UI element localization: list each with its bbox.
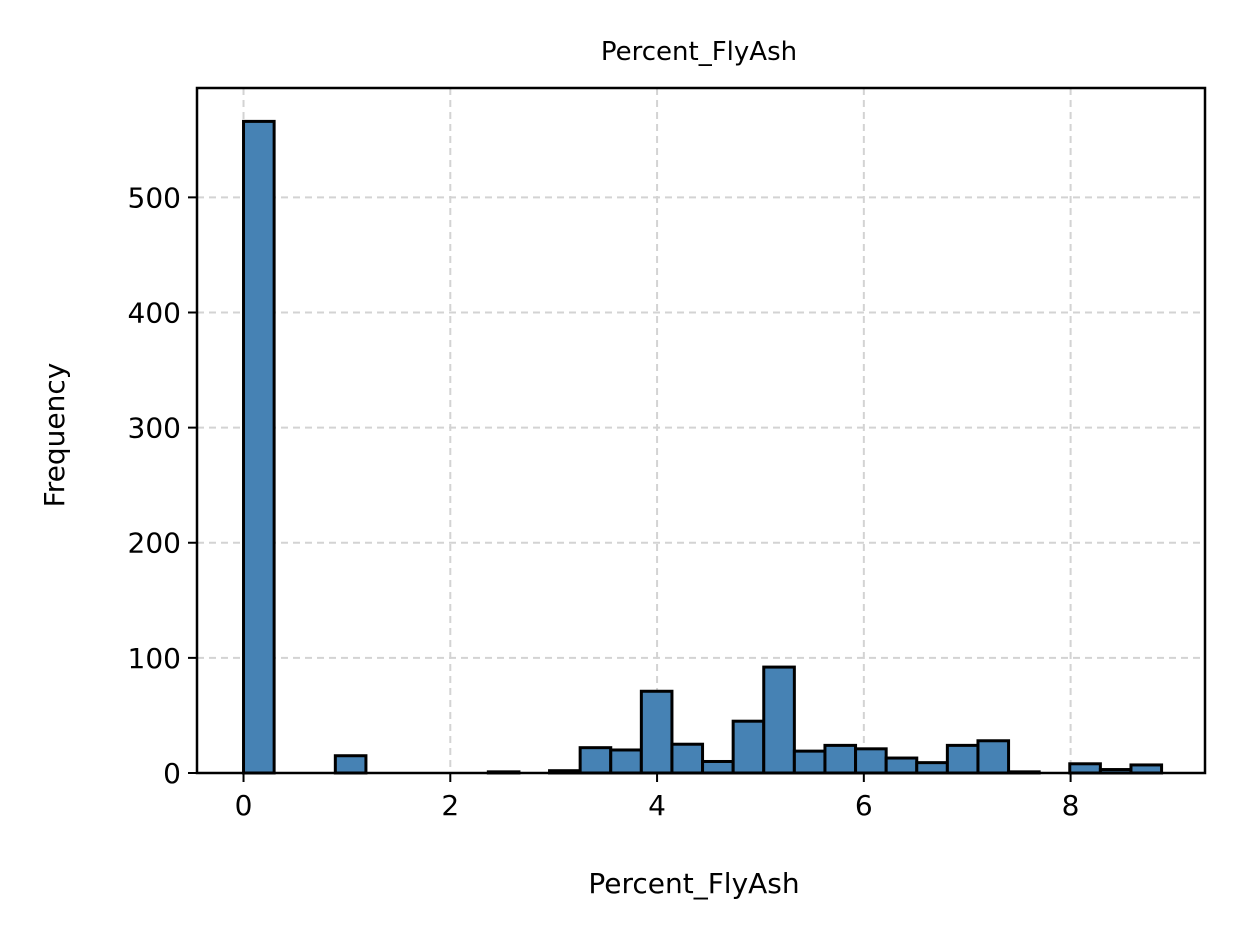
histogram-bar xyxy=(639,689,674,775)
x-tick-label: 8 xyxy=(1062,789,1080,822)
histogram-bar xyxy=(578,746,613,775)
histogram-bar xyxy=(701,759,735,775)
y-tick-label: 200 xyxy=(128,527,181,560)
y-axis-ticks: 0 100 200 300 400 500 xyxy=(128,181,197,790)
histogram-bar xyxy=(1068,762,1102,775)
x-tick-label: 2 xyxy=(441,789,459,822)
histogram-bar xyxy=(609,748,643,775)
grid-lines xyxy=(197,88,1205,774)
histogram-bar xyxy=(976,739,1011,775)
histogram-bar xyxy=(242,119,276,775)
histogram-bar xyxy=(915,761,949,775)
chart-title: Percent_FlyAsh xyxy=(601,37,797,67)
x-axis-label: Percent_FlyAsh xyxy=(588,867,799,900)
histogram-bar xyxy=(854,747,888,775)
y-tick-label: 500 xyxy=(128,181,181,214)
y-tick-label: 400 xyxy=(128,296,181,329)
y-tick-label: 100 xyxy=(128,642,181,675)
x-tick-label: 0 xyxy=(235,789,253,822)
plot-frame xyxy=(195,86,1207,775)
histogram-bar xyxy=(333,754,368,775)
histogram-bar xyxy=(945,743,980,775)
histogram-bar xyxy=(762,665,796,775)
histogram-bar xyxy=(792,749,827,775)
x-axis-ticks: 0 2 4 6 8 xyxy=(235,773,1080,822)
x-tick-label: 6 xyxy=(855,789,873,822)
histogram-bar xyxy=(731,719,766,775)
histogram-bar xyxy=(670,742,705,775)
y-tick-label: 300 xyxy=(128,412,181,445)
x-tick-label: 4 xyxy=(648,789,666,822)
histogram-bar xyxy=(884,756,919,775)
y-tick-label: 0 xyxy=(163,757,181,790)
histogram-bar xyxy=(823,743,858,775)
y-axis-label: Frequency xyxy=(38,363,71,508)
histogram-bars xyxy=(242,119,1164,775)
